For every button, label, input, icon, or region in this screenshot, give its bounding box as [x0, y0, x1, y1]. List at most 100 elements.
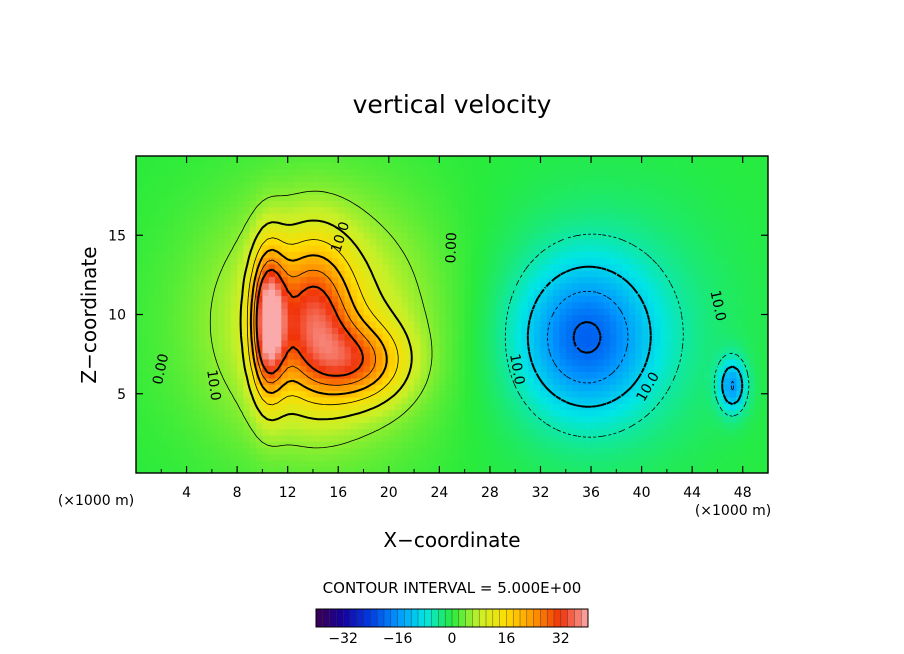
field-cell	[521, 447, 529, 455]
field-cell	[704, 460, 712, 468]
field-cell	[534, 175, 542, 182]
field-cell	[414, 352, 421, 360]
field-cell	[136, 447, 143, 455]
field-cell	[477, 447, 485, 455]
field-cell	[199, 225, 207, 233]
field-cell	[401, 396, 409, 404]
field-cell	[281, 213, 289, 220]
field-cell	[584, 358, 592, 366]
field-cell	[180, 194, 188, 201]
field-cell	[496, 396, 504, 404]
field-cell	[698, 257, 706, 265]
field-cell	[666, 333, 674, 341]
field-cell	[711, 168, 719, 176]
field-cell	[167, 409, 175, 417]
field-cell	[610, 358, 617, 366]
field-cell	[325, 181, 333, 189]
field-cell	[742, 422, 750, 430]
field-cell	[603, 434, 611, 442]
field-cell	[578, 333, 586, 341]
field-cell	[376, 358, 384, 366]
field-cell	[723, 181, 731, 189]
field-cell	[685, 251, 693, 259]
field-cell	[205, 384, 213, 392]
field-cell	[319, 244, 327, 252]
field-cell	[515, 244, 523, 252]
field-cell	[262, 238, 270, 246]
field-cell	[281, 453, 289, 461]
field-cell	[622, 213, 630, 220]
field-cell	[395, 403, 403, 411]
field-cell	[369, 441, 377, 449]
field-cell	[527, 232, 535, 240]
field-cell	[382, 428, 390, 436]
field-cell	[199, 213, 207, 220]
field-cell	[540, 352, 548, 360]
field-cell	[616, 168, 624, 176]
field-cell	[616, 390, 624, 398]
field-cell	[426, 346, 434, 354]
field-cell	[742, 460, 750, 468]
field-cell	[401, 339, 409, 347]
field-cell	[344, 270, 352, 278]
field-cell	[515, 206, 523, 214]
field-cell	[312, 371, 320, 379]
field-cell	[660, 358, 668, 366]
field-cell	[224, 219, 232, 227]
field-cell	[641, 314, 649, 322]
field-cell	[723, 371, 731, 379]
field-cell	[679, 225, 687, 233]
field-cell	[414, 244, 421, 252]
field-cell	[603, 327, 611, 335]
field-cell	[142, 390, 150, 398]
field-cell	[546, 396, 554, 404]
field-cell	[603, 460, 611, 468]
field-cell	[256, 263, 263, 271]
field-cell	[698, 333, 706, 341]
field-cell	[154, 365, 162, 373]
field-cell	[256, 396, 263, 404]
field-cell	[458, 434, 466, 442]
field-cell	[294, 162, 301, 170]
field-cell	[420, 257, 428, 265]
field-cell	[521, 295, 529, 303]
field-cell	[186, 238, 194, 246]
field-cell	[357, 244, 365, 252]
field-cell	[426, 327, 434, 335]
field-cell	[736, 358, 744, 366]
field-cell	[439, 301, 447, 309]
field-cell	[211, 244, 219, 252]
field-cell	[224, 244, 232, 252]
field-cell	[654, 219, 662, 227]
field-cell	[470, 308, 478, 316]
field-cell	[717, 295, 725, 303]
field-cell	[698, 371, 706, 379]
field-cell	[692, 314, 700, 322]
field-cell	[230, 194, 238, 201]
field-cell	[136, 460, 143, 468]
field-cell	[350, 371, 358, 379]
field-cell	[603, 352, 611, 360]
field-cell	[704, 453, 712, 461]
field-cell	[331, 358, 339, 366]
field-cell	[489, 320, 497, 328]
field-cell	[306, 301, 314, 309]
field-cell	[565, 156, 573, 163]
field-cell	[736, 168, 744, 176]
field-cell	[300, 346, 308, 354]
field-cell	[742, 251, 750, 259]
field-cell	[666, 238, 674, 246]
field-cell	[540, 346, 548, 354]
field-cell	[350, 314, 358, 322]
field-cell	[382, 175, 390, 182]
field-cell	[666, 251, 674, 259]
field-cell	[312, 447, 320, 455]
field-cell	[319, 409, 327, 417]
field-cell	[230, 213, 238, 220]
field-cell	[407, 308, 415, 316]
field-cell	[641, 339, 649, 347]
field-cell	[414, 415, 421, 423]
field-cell	[281, 194, 289, 201]
field-cell	[224, 270, 232, 278]
field-cell	[616, 257, 624, 265]
